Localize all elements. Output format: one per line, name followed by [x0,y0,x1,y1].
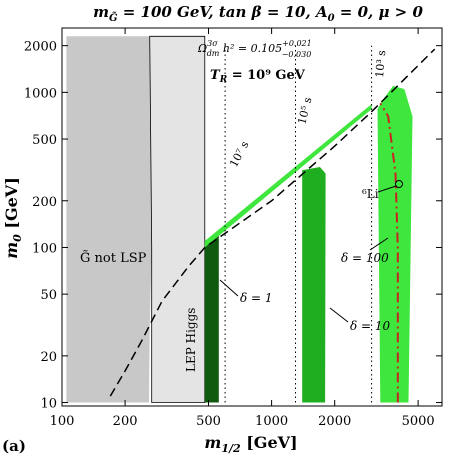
annotation-lifetime-1e5: 10⁵ s [295,96,314,126]
y-tick-label: 200 [32,195,57,210]
region-delta-100-band [377,85,413,403]
y-tick-label: 100 [32,241,57,256]
panel-label: (a) [2,437,26,455]
x-axis: 100 200 500 1000 2000 5000 [50,28,435,429]
x-tick-label: 1000 [255,414,288,429]
y-tick-label: 500 [32,133,57,148]
y-tick-label: 2000 [24,40,57,55]
annotations: G̃ not LSP LEP Higgs Ω3σ dm h² = 0.105+0.… [80,39,403,372]
annotation-lifetime-1e7: 10⁷ s [227,139,252,170]
regions-layer [66,35,413,403]
annotation-li6: ⁶Li [362,187,379,201]
annotation-arrow-delta-10 [329,307,349,323]
x-tick-label: 500 [196,414,221,429]
y-axis: 10 20 50 100 200 500 1000 2000 [24,40,442,412]
annotation-arrow-li6 [377,185,397,193]
annotation-relic-density: Ω3σ dm h² = 0.105+0.021 −0.030 [197,39,312,59]
x-tick-label: 200 [113,414,138,429]
annotation-delta-1: δ = 1 [240,291,273,305]
y-tick-label: 1000 [24,86,57,101]
y-tick-label: 50 [40,288,57,303]
chart-title: mG̃ = 100 GeV, tan β = 10, A0 = 0, μ > 0 [93,3,423,24]
x-tick-label: 2000 [318,414,351,429]
region-delta-10-band [302,167,326,403]
lines-layer [109,45,436,403]
annotation-delta-10: δ = 10 [350,319,391,333]
li6-marker [395,180,403,188]
plot-area [66,35,436,403]
plot-frame [61,27,443,407]
annotation-gravitino-not-lsp: G̃ not LSP [80,250,147,266]
y-tick-label: 20 [40,350,57,365]
annotation-reheat-temperature: TR = 10⁹ GeV [210,68,306,85]
annotation-delta-100: δ = 100 [341,251,389,265]
region-wmap-strip [204,104,372,248]
region-gravitino-not-lsp [66,36,152,403]
x-tick-label: 100 [50,414,75,429]
annotation-lifetime-1e3: 10³ s [373,49,388,78]
x-tick-label: 5000 [402,414,435,429]
annotation-arrow-delta-100 [369,237,389,251]
x-axis-label: m1/2 [GeV] [204,433,297,455]
y-tick-label: 10 [40,397,57,412]
line-tau-lsp-boundary [109,48,436,397]
y-axis-label: m0 [GeV] [2,177,24,259]
region-delta-1-band [204,235,219,403]
annotation-arrow-delta-1 [219,279,239,297]
annotation-lep-higgs: LEP Higgs [184,308,198,372]
line-li6-contour [379,102,399,403]
